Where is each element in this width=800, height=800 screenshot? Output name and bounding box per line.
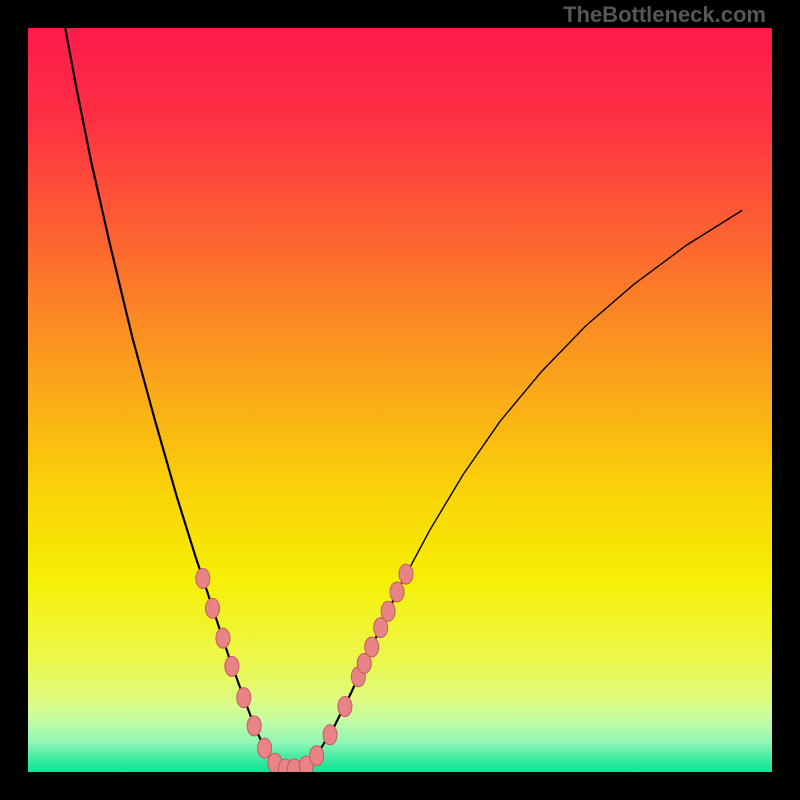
data-marker [338, 697, 352, 717]
frame-border-bottom [0, 772, 800, 800]
data-marker [258, 738, 272, 758]
background-rect [28, 28, 772, 772]
data-marker [206, 598, 220, 618]
data-marker [247, 716, 261, 736]
frame-border-right [772, 0, 800, 800]
watermark-source: TheBottleneck.com [563, 2, 766, 28]
plot-area [28, 28, 772, 772]
frame-border-left [0, 0, 28, 800]
data-marker [399, 564, 413, 584]
data-marker [216, 628, 230, 648]
data-marker [196, 569, 210, 589]
data-marker [237, 688, 251, 708]
chart-frame: TheBottleneck.com [0, 0, 800, 800]
data-marker [381, 601, 395, 621]
data-marker [365, 637, 379, 657]
data-marker [310, 746, 324, 766]
plot-svg [28, 28, 772, 772]
data-marker [390, 582, 404, 602]
data-marker [225, 656, 239, 676]
data-marker [323, 725, 337, 745]
